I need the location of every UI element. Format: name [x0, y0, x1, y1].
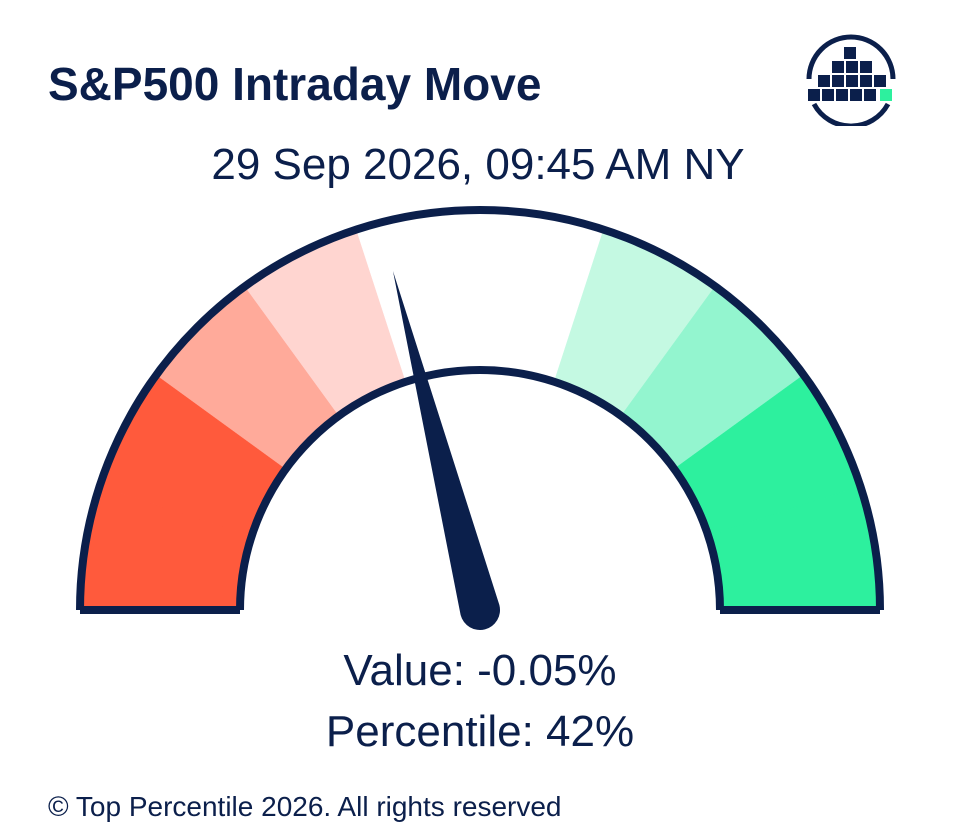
chart-subtitle: 29 Sep 2026, 09:45 AM NY [211, 140, 745, 189]
chart-title: S&P500 Intraday Move [48, 58, 542, 110]
gauge-needle [392, 270, 500, 630]
gauge-outline [76, 206, 884, 614]
percentile-gauge [76, 206, 884, 630]
percentile-label: Percentile: 42% [325, 707, 635, 756]
value-label: Value: -0.05% [343, 646, 617, 695]
copyright-footer: © Top Percentile 2026. All rights reserv… [48, 791, 562, 822]
top-percentile-logo-icon [806, 34, 896, 126]
